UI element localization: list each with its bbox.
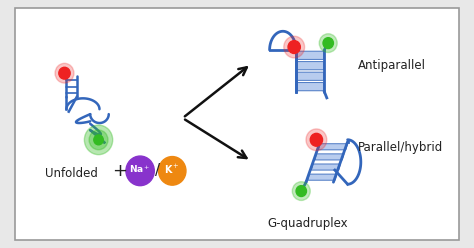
- Polygon shape: [315, 154, 344, 160]
- Circle shape: [84, 125, 113, 155]
- FancyBboxPatch shape: [297, 51, 324, 59]
- Circle shape: [284, 36, 305, 58]
- Text: Parallel/hybrid: Parallel/hybrid: [357, 141, 443, 154]
- Text: K$^+$: K$^+$: [164, 163, 180, 176]
- Circle shape: [319, 34, 337, 53]
- Polygon shape: [319, 144, 347, 150]
- Text: /: /: [155, 163, 160, 178]
- Polygon shape: [308, 174, 337, 180]
- Circle shape: [292, 182, 310, 200]
- Circle shape: [323, 38, 333, 49]
- Text: Antiparallel: Antiparallel: [357, 59, 426, 72]
- FancyBboxPatch shape: [297, 72, 324, 80]
- Circle shape: [306, 129, 327, 151]
- FancyBboxPatch shape: [297, 62, 324, 70]
- Circle shape: [296, 186, 307, 196]
- Circle shape: [59, 67, 70, 79]
- Circle shape: [288, 41, 301, 54]
- Text: +: +: [112, 162, 128, 180]
- Text: G-quadruplex: G-quadruplex: [268, 217, 348, 230]
- FancyBboxPatch shape: [297, 83, 324, 91]
- Circle shape: [126, 156, 155, 186]
- Circle shape: [94, 135, 103, 145]
- Polygon shape: [311, 164, 340, 170]
- Circle shape: [89, 130, 108, 150]
- Text: Unfolded: Unfolded: [45, 167, 98, 180]
- Circle shape: [158, 156, 186, 185]
- Circle shape: [55, 63, 74, 83]
- Text: Na$^+$: Na$^+$: [129, 163, 151, 175]
- Circle shape: [310, 133, 322, 146]
- FancyBboxPatch shape: [15, 8, 459, 240]
